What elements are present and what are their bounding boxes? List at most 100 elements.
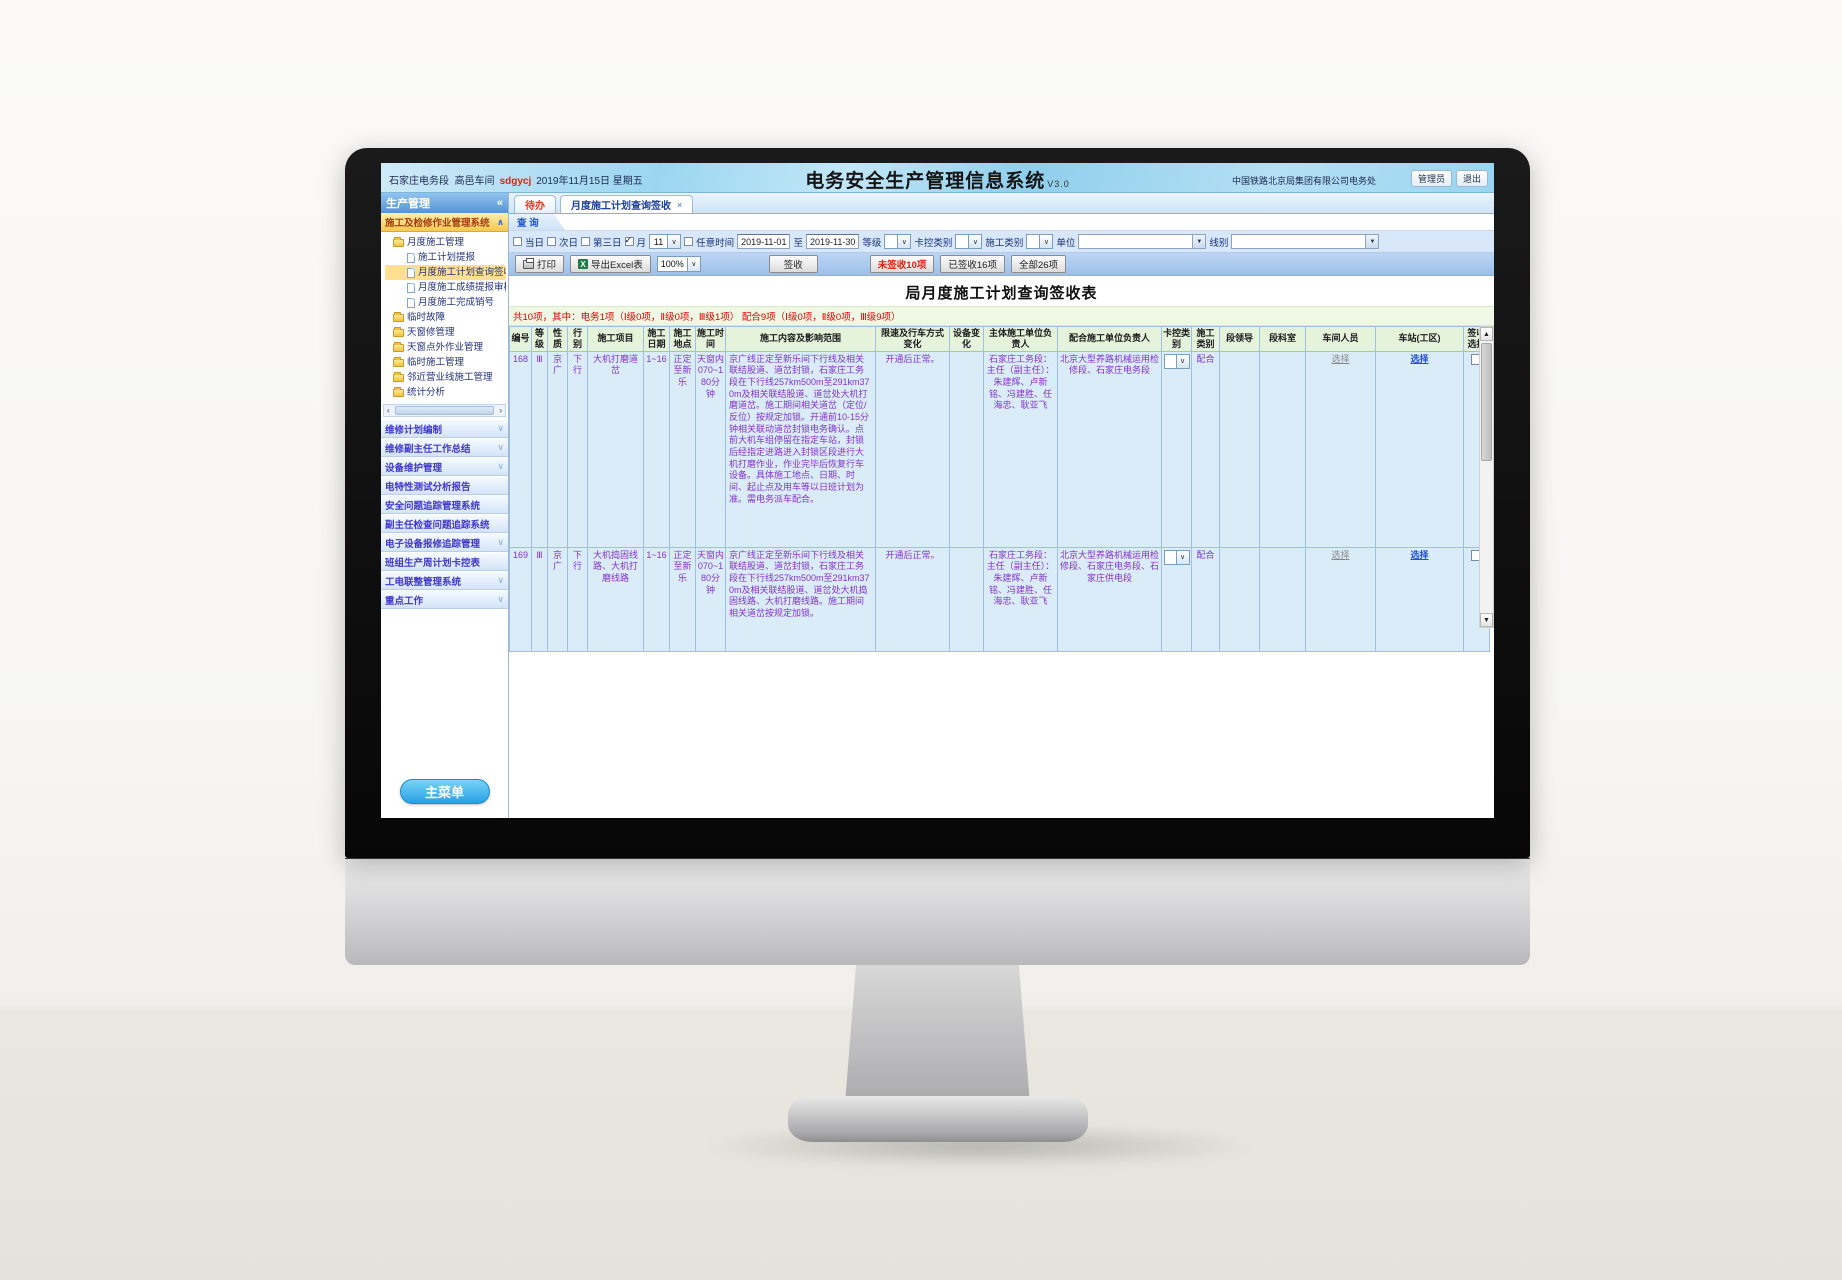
table-cell bbox=[1259, 546, 1306, 652]
tree-folder[interactable]: 邻近营业线施工管理 bbox=[385, 370, 506, 385]
kakong-label: 卡控类别 bbox=[914, 237, 953, 249]
organization-name: 中国铁路北京局集团有限公司电务处 bbox=[1231, 176, 1376, 186]
tree-folder[interactable]: 天窗修管理 bbox=[385, 325, 506, 340]
kakong-cell-select[interactable]: ∨ bbox=[1163, 354, 1190, 370]
query-tab[interactable]: 查 询 bbox=[509, 214, 565, 230]
table-cell: 1~16 bbox=[643, 350, 670, 548]
date-to-input[interactable]: 2019-11-30 bbox=[805, 234, 860, 249]
choose-link[interactable]: 选择 bbox=[1331, 353, 1350, 364]
tree-item[interactable]: 施工计划提报 bbox=[385, 250, 506, 265]
folder-icon bbox=[393, 236, 404, 247]
tree-item[interactable]: 月度施工成绩提报审核 bbox=[385, 280, 506, 295]
table-cell: 正定至新乐 bbox=[669, 350, 696, 548]
table-cell: 配合 bbox=[1191, 546, 1220, 652]
table-header-row: 编号 等级 性质 行别 施工项目 施工日期 施工地点 施工时间 施工内容及影响范围 限速及行车方式… bbox=[509, 326, 1490, 352]
tab-monthly-plan-signoff[interactable]: 月度施工计划查询签收 × bbox=[560, 195, 694, 213]
scrollbar-thumb[interactable] bbox=[394, 406, 495, 415]
unit-combo[interactable]: ▼ bbox=[1078, 234, 1207, 249]
table-cell: 京广 bbox=[547, 546, 568, 652]
chevron-down-icon: ∨ bbox=[968, 235, 982, 248]
thirdday-label: 第三日 bbox=[593, 237, 622, 249]
sidebar-accordion[interactable]: 维修计划编制 ∨ bbox=[381, 419, 508, 438]
choose-link[interactable]: 选择 bbox=[1331, 549, 1350, 560]
sidebar-accordion[interactable]: 维修副主任工作总结 ∨ bbox=[381, 438, 508, 457]
admin-button[interactable]: 管理员 bbox=[1410, 170, 1452, 187]
month-checkbox[interactable] bbox=[624, 235, 634, 246]
monitor-chin bbox=[345, 858, 1530, 965]
tab-todo[interactable]: 待办 bbox=[514, 195, 556, 213]
signed-filter-button[interactable]: 已签收16项 bbox=[940, 255, 1005, 273]
type-select[interactable]: ∨ bbox=[1026, 234, 1054, 249]
thirdday-checkbox[interactable] bbox=[581, 237, 591, 246]
scroll-down-icon[interactable]: ▼ bbox=[1480, 613, 1493, 627]
sidebar-accordion[interactable]: 副主任检查问题追踪系统 bbox=[381, 514, 508, 533]
tree-folder[interactable]: 统计分析 bbox=[385, 385, 506, 400]
table-cell: 北京大型养路机械运用检修段、石家庄电务段 bbox=[1057, 350, 1162, 548]
logout-button[interactable]: 退出 bbox=[1455, 170, 1488, 187]
sign-button[interactable]: 签收 bbox=[768, 255, 818, 273]
sidebar-accordion[interactable]: 安全问题追踪管理系统 bbox=[381, 495, 508, 514]
scrollbar-thumb[interactable] bbox=[1481, 343, 1492, 461]
choose-link[interactable]: 选择 bbox=[1410, 549, 1429, 560]
table-cell: 正定至新乐 bbox=[669, 546, 696, 652]
folder-icon bbox=[393, 311, 404, 322]
table-cell: 1~16 bbox=[643, 546, 670, 652]
sidebar-accordion[interactable]: 电特性测试分析报告 bbox=[381, 476, 508, 495]
tree-folder[interactable]: 临时施工管理 bbox=[385, 355, 506, 370]
nextday-checkbox[interactable] bbox=[547, 237, 557, 246]
dropdown-arrow-icon: ▼ bbox=[1192, 235, 1206, 248]
choose-link[interactable]: 选择 bbox=[1410, 353, 1429, 364]
column-header: 施工内容及影响范围 bbox=[725, 326, 876, 352]
sidebar-accordion[interactable]: 工电联整管理系统 ∨ bbox=[381, 571, 508, 590]
line-combo[interactable]: ▼ bbox=[1231, 234, 1380, 249]
station-name: 石家庄电务段 bbox=[389, 176, 449, 187]
sidebar-horizontal-scrollbar[interactable]: ‹ › bbox=[383, 404, 506, 417]
column-header: 车间人员 bbox=[1305, 326, 1376, 352]
kakong-select[interactable]: ∨ bbox=[955, 234, 983, 249]
type-label: 施工类别 bbox=[985, 237, 1024, 249]
sidebar-accordions: 维修计划编制 ∨ 维修副主任工作总结 ∨ 设备维护管理 ∨ 电特性测试分析报告 安全问题追踪管… bbox=[381, 419, 508, 609]
print-button[interactable]: 打印 bbox=[515, 255, 565, 273]
close-icon[interactable]: × bbox=[677, 199, 683, 210]
app-header: 石家庄电务段 高邑车间 sdgycj 2019年11月15日 星期五 电务安全生产管… bbox=[381, 163, 1494, 193]
scroll-left-icon[interactable]: ‹ bbox=[387, 406, 390, 415]
unsigned-filter-button[interactable]: 未签收10项 bbox=[869, 255, 935, 273]
export-excel-button[interactable]: X 导出Excel表 bbox=[570, 255, 651, 273]
scroll-up-icon[interactable]: ▲ bbox=[1480, 327, 1493, 341]
table-cell: 选择 bbox=[1375, 350, 1464, 548]
sidebar-accordion[interactable]: 设备维护管理 ∨ bbox=[381, 457, 508, 476]
month-select[interactable]: 11 ∨ bbox=[649, 234, 682, 249]
scroll-right-icon[interactable]: › bbox=[499, 406, 502, 415]
tree-item[interactable]: 月度施工计划查询签收 bbox=[385, 265, 506, 280]
excel-icon: X bbox=[578, 259, 589, 269]
table-cell: 天窗内070~180分钟 bbox=[695, 546, 726, 652]
column-header: 等级 bbox=[531, 326, 548, 352]
to-label: 至 bbox=[793, 237, 803, 249]
line-label: 线别 bbox=[1209, 237, 1229, 249]
kakong-cell-select[interactable]: ∨ bbox=[1163, 550, 1190, 566]
monitor-screen: 石家庄电务段 高邑车间 sdgycj 2019年11月15日 星期五 电务安全生产管… bbox=[381, 163, 1494, 818]
sidebar-system-title[interactable]: 施工及检修作业管理系统 ∧ bbox=[381, 213, 508, 232]
table-vertical-scrollbar[interactable]: ▲ ▼ bbox=[1479, 326, 1494, 628]
sidebar-accordion[interactable]: 电子设备报修追踪管理 ∨ bbox=[381, 533, 508, 552]
table-cell: 开通后正常。 bbox=[875, 546, 950, 652]
tree-item[interactable]: 月度施工完成销号 bbox=[385, 295, 506, 310]
table-cell: 北京大型养路机械运用检修段、石家庄电务段、石家庄供电段 bbox=[1057, 546, 1162, 652]
all-filter-button[interactable]: 全部26项 bbox=[1010, 255, 1067, 273]
tree-folder[interactable]: 天窗点外作业管理 bbox=[385, 340, 506, 355]
tree-folder[interactable]: 临时故障 bbox=[385, 310, 506, 325]
column-header: 施工时间 bbox=[695, 326, 726, 352]
anytime-checkbox[interactable] bbox=[684, 237, 694, 246]
zoom-select[interactable]: 100% ∨ bbox=[656, 256, 701, 272]
sidebar-accordion[interactable]: 重点工作 ∨ bbox=[381, 590, 508, 609]
today-checkbox[interactable] bbox=[513, 237, 522, 246]
tree-folder[interactable]: 月度施工管理 bbox=[385, 235, 506, 250]
unit-label: 单位 bbox=[1056, 237, 1076, 249]
level-select[interactable]: ∨ bbox=[884, 234, 912, 249]
collapse-icon[interactable]: « bbox=[496, 197, 503, 209]
table-cell: 选择 bbox=[1305, 350, 1376, 548]
main-menu-button[interactable]: 主菜单 bbox=[399, 779, 490, 804]
column-header: 性质 bbox=[547, 326, 568, 352]
sidebar-accordion[interactable]: 班组生产周计划卡控表 bbox=[381, 552, 508, 571]
date-from-input[interactable]: 2019-11-01 bbox=[737, 234, 791, 249]
